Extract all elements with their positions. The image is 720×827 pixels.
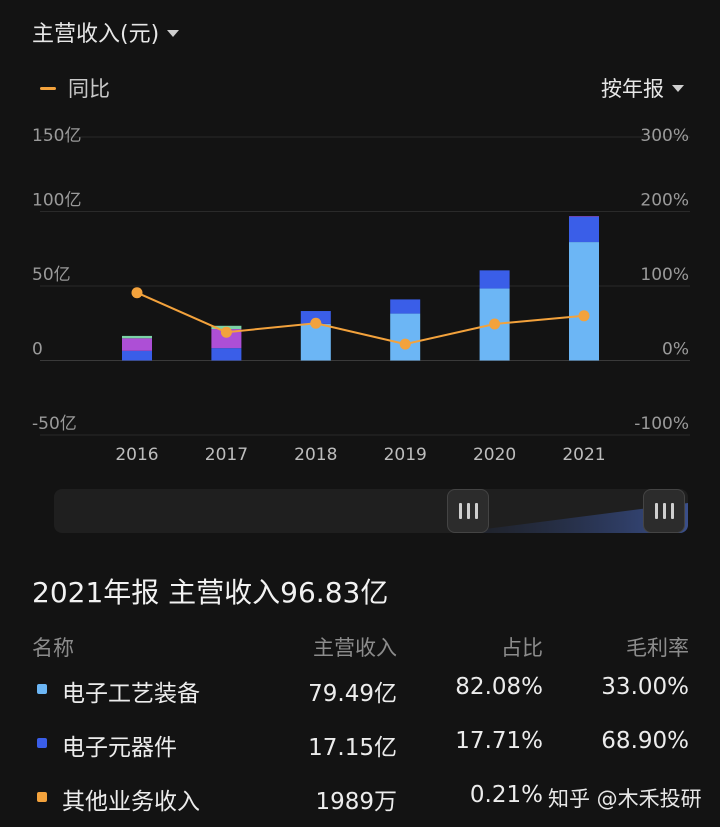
row-revenue: 17.15亿 [308,735,397,761]
row-margin: 33.00% [601,674,689,700]
row-name: 其他业务收入 [62,789,200,815]
y-left-tick-label: 0 [32,340,43,360]
caret-down-icon [672,84,684,92]
yoy-point [489,318,501,330]
bar-segment [211,348,242,361]
line-legend-icon [40,86,56,90]
col-header-name: 名称 [32,636,74,660]
period-selector[interactable]: 按年报 [601,73,684,103]
bar-segment [122,350,152,361]
row-revenue: 79.49亿 [308,681,397,707]
slider-handle-right[interactable] [643,489,685,533]
bar-segment [390,313,421,361]
period-selector-label: 按年报 [601,77,664,101]
row-share: 17.71% [455,728,543,754]
y-right-tick-label: 100% [640,265,689,285]
row-share: 0.21% [469,782,543,808]
y-right-tick-label: 0% [662,340,689,360]
legend-label: 同比 [68,77,110,101]
range-slider[interactable] [54,489,688,533]
y-right-tick-label: 200% [640,191,689,211]
x-tick-label: 2017 [205,445,248,465]
bar-segment [569,216,599,217]
chart-title-label: 主营收入(元) [32,22,160,47]
bar-segment [569,216,599,243]
bar-segment [479,270,510,289]
summary-title: 2021年报 主营收入96.83亿 [32,576,389,609]
x-tick-label: 2018 [294,445,337,465]
y-left-tick-label: 150亿 [32,126,81,146]
x-tick-label: 2016 [115,445,158,465]
row-name: 电子工艺装备 [62,681,200,707]
bar-segment [211,329,242,349]
watermark: 知乎 @木禾投研 [548,787,702,811]
x-tick-label: 2020 [473,445,516,465]
row-color-dot [37,738,47,748]
slider-handle-left[interactable] [447,489,489,533]
y-left-tick-label: 100亿 [32,191,81,211]
row-margin: 68.90% [601,728,689,754]
bar-segment [300,311,331,324]
yoy-line [136,291,585,346]
x-tick-label: 2019 [384,445,427,465]
bar-segment [390,299,421,314]
yoy-point [399,338,411,350]
bar-segment [122,335,152,339]
yoy-point [310,317,322,329]
bar-segment [122,338,152,351]
y-right-tick-label: -100% [634,414,689,434]
x-tick-label: 2021 [562,445,605,465]
bar-segment [300,323,331,361]
col-header-margin: 毛利率 [626,636,689,660]
y-right-tick-label: 300% [640,126,689,146]
legend[interactable]: 同比 [40,73,110,103]
y-left-tick-label: -50亿 [32,414,77,434]
revenue-chart: 150亿 100亿 50亿 0 -50亿 300% 200% 100% 0% -100% 2016 2… [32,126,690,465]
col-header-share: 占比 [501,636,543,660]
row-share: 82.08% [455,674,543,700]
row-color-dot [37,792,47,802]
yoy-point [578,310,590,322]
row-name: 电子元器件 [62,735,177,761]
row-color-dot [37,684,47,694]
chart-title[interactable]: 主营收入(元) [32,16,180,48]
yoy-point [131,287,143,299]
yoy-point [220,326,232,338]
col-header-revenue: 主营收入 [313,636,397,660]
y-left-tick-label: 50亿 [32,265,71,285]
slider-selected-range [454,503,688,533]
row-revenue: 1989万 [315,789,397,815]
caret-down-icon [167,29,180,37]
bar-segment [569,242,599,361]
